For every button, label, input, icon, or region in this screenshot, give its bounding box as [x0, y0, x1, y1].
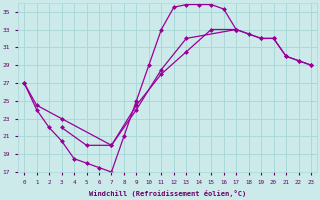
- X-axis label: Windchill (Refroidissement éolien,°C): Windchill (Refroidissement éolien,°C): [89, 190, 246, 197]
